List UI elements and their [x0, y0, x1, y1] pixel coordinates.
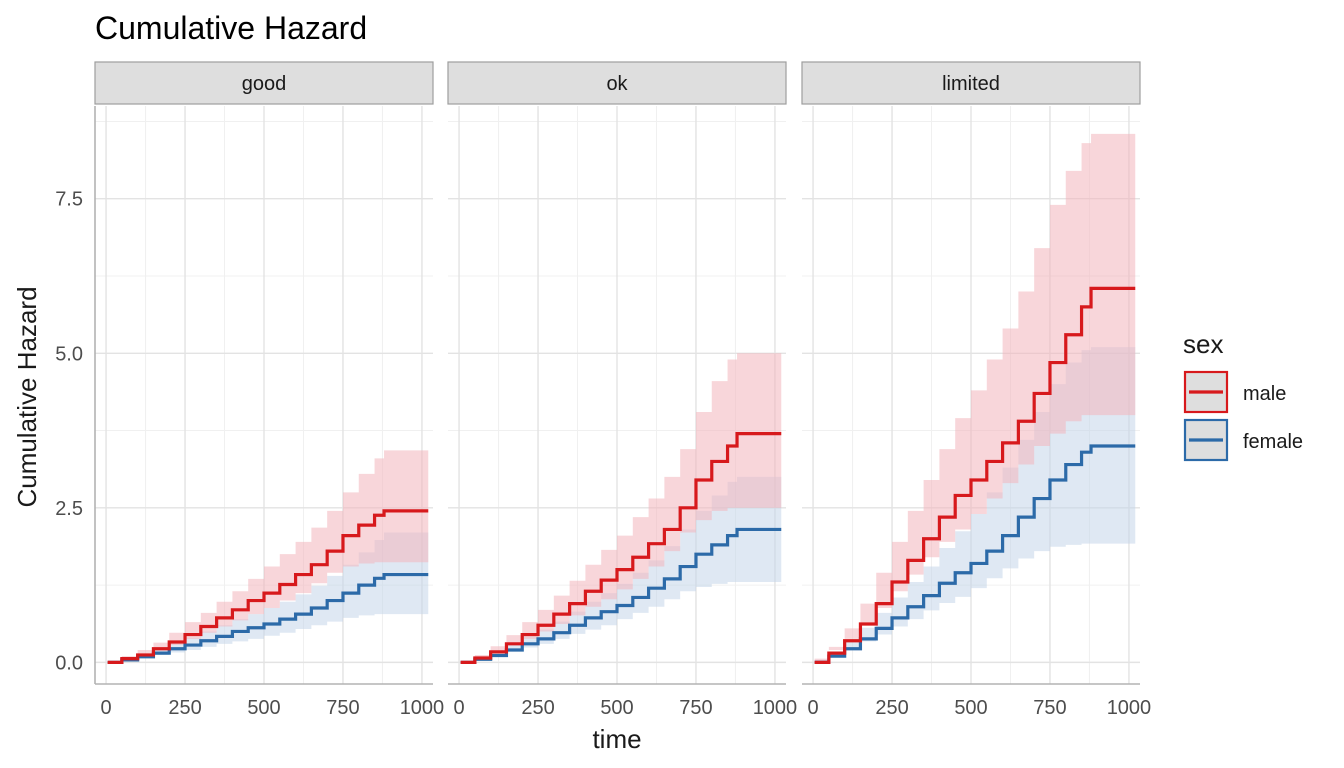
x-axis-title: time [592, 724, 641, 754]
confidence-band-male [814, 133, 1136, 663]
facet-strip-label: good [242, 73, 287, 95]
x-tick-label: 1000 [1107, 697, 1152, 719]
x-tick-label: 500 [954, 697, 987, 719]
confidence-band-male [107, 450, 429, 663]
legend-item-female: female [1183, 418, 1303, 462]
hazard-line-female [460, 527, 782, 664]
x-tick-label: 0 [807, 697, 818, 719]
confidence-band-male [460, 353, 782, 663]
facet-panel-good: good 0.0 2.5 5.0 7.5 0 250 500 750 1000 [55, 61, 445, 719]
legend-item-male: male [1183, 370, 1286, 414]
facet-strip-ok [447, 61, 787, 105]
chart-title: Cumulative Hazard [95, 10, 367, 46]
y-tick-label: 0.0 [55, 652, 83, 674]
x-tick-label: 250 [521, 697, 554, 719]
legend: sex male female [1183, 329, 1303, 462]
x-tick-label: 250 [168, 697, 201, 719]
facet-panel-limited: limited 0 250 500 750 1000 [801, 61, 1152, 719]
hazard-line-male [107, 509, 429, 664]
legend-title: sex [1183, 329, 1223, 359]
legend-label: male [1243, 383, 1286, 405]
hazard-line-male [814, 286, 1136, 664]
hazard-line-female [814, 444, 1136, 664]
x-tick-label: 0 [453, 697, 464, 719]
x-tick-label: 250 [875, 697, 908, 719]
x-tick-label: 0 [100, 697, 111, 719]
hazard-line-female [107, 572, 429, 664]
x-tick-label: 750 [679, 697, 712, 719]
x-tick-label: 1000 [753, 697, 798, 719]
facet-strip-good [94, 61, 434, 105]
facet-panel-ok: ok 0 250 500 750 1000 [447, 61, 798, 719]
facet-strip-limited [801, 61, 1141, 105]
y-tick-label: 2.5 [55, 498, 83, 520]
legend-items: male female [1183, 370, 1303, 462]
facet-strip-label: ok [606, 73, 628, 95]
facet-panels: good 0.0 2.5 5.0 7.5 0 250 500 750 1000 ok 0 250 500 7… [55, 61, 1152, 719]
confidence-band-female [460, 476, 782, 663]
y-tick-label: 7.5 [55, 189, 83, 211]
x-tick-label: 500 [600, 697, 633, 719]
y-tick-label: 5.0 [55, 343, 83, 365]
x-tick-label: 750 [326, 697, 359, 719]
y-axis-title: Cumulative Hazard [12, 286, 42, 507]
legend-label: female [1243, 431, 1303, 453]
x-tick-label: 1000 [400, 697, 445, 719]
x-tick-label: 750 [1033, 697, 1066, 719]
facet-strip-label: limited [942, 73, 1000, 95]
x-tick-label: 500 [247, 697, 280, 719]
hazard-line-male [460, 432, 782, 664]
